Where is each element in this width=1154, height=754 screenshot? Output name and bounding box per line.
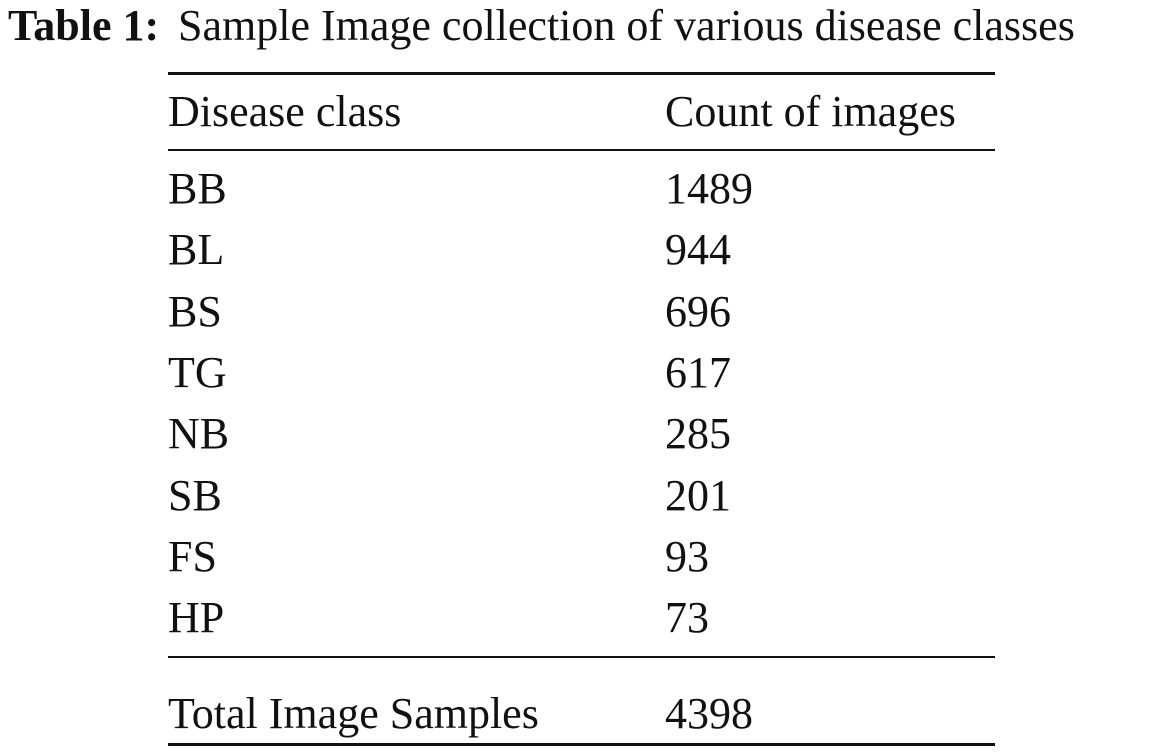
count-cell: 93 bbox=[665, 531, 709, 581]
top-rule bbox=[168, 72, 995, 75]
caption-text: Sample Image collection of various disea… bbox=[178, 1, 1075, 50]
class-cell: BS bbox=[168, 286, 222, 336]
count-cell: 285 bbox=[665, 409, 731, 459]
total-value: 4398 bbox=[665, 689, 753, 738]
count-cell: 73 bbox=[665, 593, 709, 643]
class-cell: NB bbox=[168, 409, 230, 459]
class-cell: TG bbox=[168, 347, 227, 397]
header-cell: Count of images bbox=[665, 87, 956, 136]
class-cell: BB bbox=[168, 164, 227, 213]
count-cell: 1489 bbox=[665, 164, 753, 213]
count-cell: 944 bbox=[665, 225, 731, 275]
class-cell: BL bbox=[168, 225, 225, 275]
bottom-rule bbox=[168, 743, 995, 746]
class-cell: SB bbox=[168, 470, 222, 520]
header-cell: Disease class bbox=[168, 87, 402, 136]
count-cell: 201 bbox=[665, 470, 731, 520]
class-cell: FS bbox=[168, 531, 217, 581]
mid-rule bbox=[168, 656, 995, 658]
mid-rule bbox=[168, 149, 995, 151]
count-cell: 696 bbox=[665, 286, 731, 336]
caption-label: Table 1: bbox=[8, 1, 160, 50]
total-label: Total Image Samples bbox=[168, 689, 539, 738]
count-cell: 617 bbox=[665, 347, 731, 397]
class-cell: HP bbox=[168, 593, 225, 643]
